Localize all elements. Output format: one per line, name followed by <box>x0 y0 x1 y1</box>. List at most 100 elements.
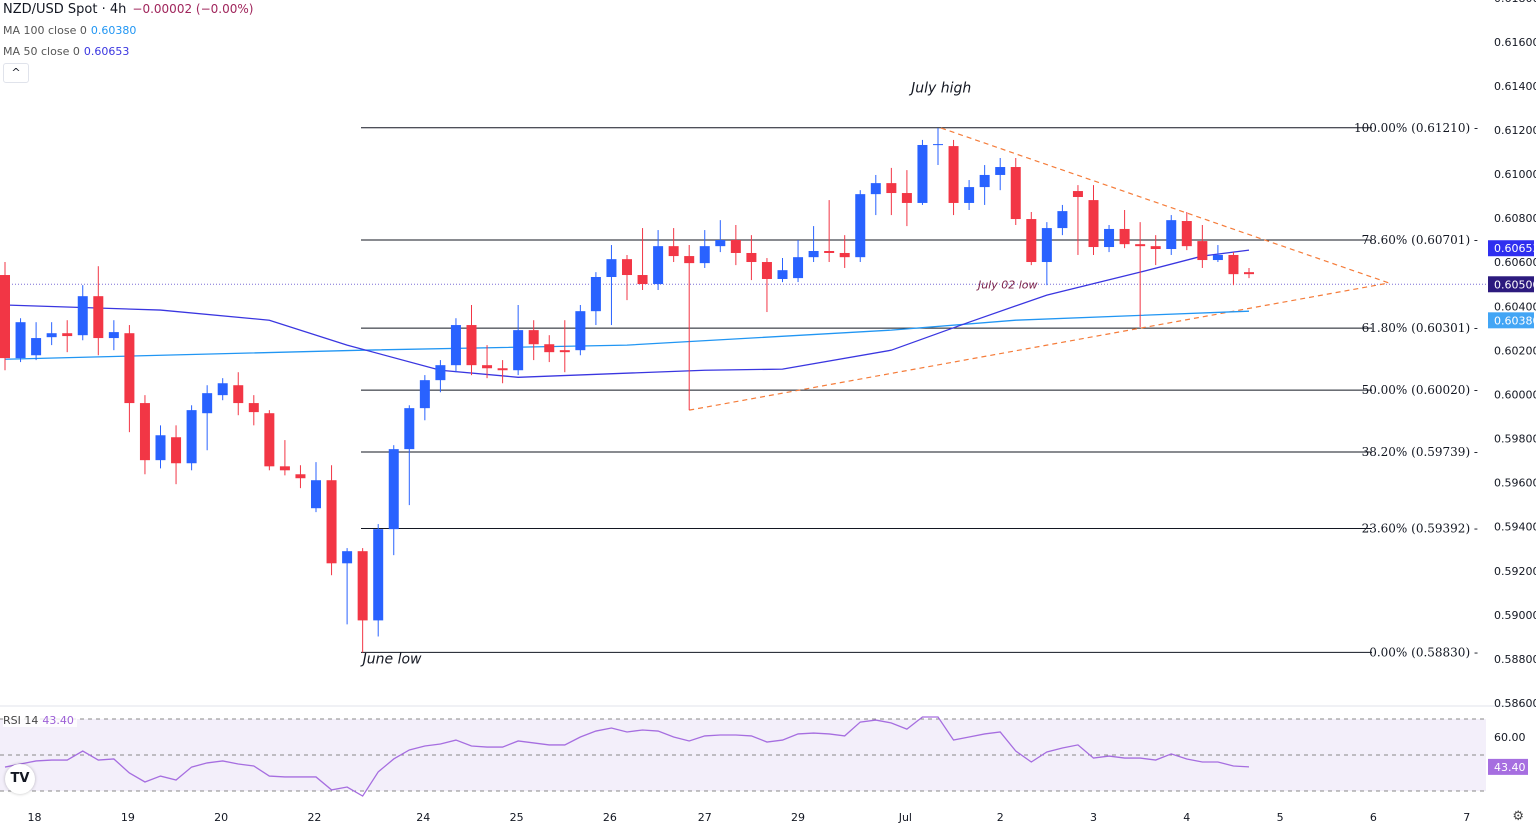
candle-body <box>575 311 586 351</box>
candle-body <box>1119 228 1130 245</box>
candle-body <box>202 393 213 414</box>
candle-body <box>342 551 353 564</box>
candle-body <box>1072 191 1083 198</box>
candle-body <box>964 187 975 203</box>
ma50-value: 0.60653 <box>83 45 130 58</box>
candle-body <box>93 296 104 339</box>
triangle-trendline <box>940 127 1390 284</box>
candle-body <box>419 380 430 409</box>
price-badge <box>1488 240 1534 257</box>
candle-body <box>1057 211 1068 229</box>
time-axis-label: 26 <box>603 811 617 824</box>
price-axis-label: 0.60000 <box>1494 388 1536 401</box>
candle-body <box>793 257 804 279</box>
candle-body <box>855 194 866 258</box>
candle-body <box>544 344 555 353</box>
collapse-legend-button[interactable]: ^ <box>3 63 29 83</box>
candle-body <box>839 252 850 258</box>
candle-body <box>1166 220 1177 250</box>
price-axis-label: 0.61200 <box>1494 124 1536 137</box>
candle-body <box>388 449 399 530</box>
candle-body <box>979 174 990 188</box>
triangle-trendline <box>689 282 1390 411</box>
candle-body <box>886 183 897 194</box>
tradingview-logo[interactable]: TV <box>5 764 35 794</box>
price-badge-label: 0.60653 <box>1494 242 1536 255</box>
time-axis-label: 2 <box>997 811 1004 824</box>
price-axis-label: 0.59400 <box>1494 521 1536 534</box>
time-axis-label: 6 <box>1370 811 1377 824</box>
time-axis-label: 7 <box>1463 811 1470 824</box>
price-badge <box>1488 312 1534 329</box>
price-axis-label: 0.61400 <box>1494 80 1536 93</box>
chart-annotation: July 02 low <box>976 279 1038 292</box>
symbol-title[interactable]: NZD/USD Spot · 4h <box>3 2 127 17</box>
candle-body <box>311 480 321 509</box>
candle-body <box>155 435 166 461</box>
candle-body <box>668 246 679 257</box>
rsi-legend: RSI 14 43.40 <box>3 714 77 727</box>
candle-body <box>1088 200 1099 248</box>
candle-body <box>606 259 617 278</box>
price-axis-label: 0.58800 <box>1494 653 1536 666</box>
chart-annotation: June low <box>360 651 422 667</box>
gear-icon[interactable]: ⚙ <box>1512 809 1524 824</box>
candle-body <box>699 246 710 264</box>
candle-body <box>513 330 524 371</box>
candle-body <box>482 365 493 369</box>
candle-body <box>1010 167 1021 220</box>
fib-level-label: 50.00% (0.60020) - <box>1362 383 1478 397</box>
price-axis-label: 0.60600 <box>1494 256 1536 269</box>
candle-body <box>108 332 119 339</box>
ma100-label[interactable]: MA 100 close 0 <box>3 24 87 37</box>
candle-body <box>217 383 228 396</box>
candle-body <box>948 146 959 203</box>
rsi-axis-label: 60.00 <box>1494 731 1526 744</box>
candle-body <box>995 167 1006 175</box>
fib-level-label: 78.60% (0.60701) - <box>1362 233 1478 247</box>
candle-body <box>590 277 601 312</box>
candle-body <box>77 296 88 336</box>
time-axis-label: 3 <box>1090 811 1097 824</box>
chevron-up-icon: ^ <box>11 66 21 79</box>
rsi-label[interactable]: RSI 14 <box>3 714 39 727</box>
rsi-line <box>4 716 1250 797</box>
candle-body <box>901 193 912 203</box>
ma50-label[interactable]: MA 50 close 0 <box>3 45 80 58</box>
candle-body <box>1197 241 1208 261</box>
ma50-line <box>4 249 1250 378</box>
fib-level-label: 0.00% (0.58830) - <box>1369 645 1478 659</box>
price-axis-label: 0.60800 <box>1494 212 1536 225</box>
price-axis-label: 0.59000 <box>1494 609 1536 622</box>
rsi-badge-label: 43.40 <box>1494 761 1526 774</box>
time-axis-label: 20 <box>214 811 228 824</box>
candle-body <box>450 325 461 366</box>
candle-body <box>15 322 26 359</box>
candle-body <box>1181 221 1192 247</box>
candle-body <box>1135 244 1146 247</box>
fib-level-label: 61.80% (0.60301) - <box>1362 321 1478 335</box>
time-axis-label: 5 <box>1277 811 1284 824</box>
time-axis-label: 18 <box>28 811 42 824</box>
candle-body <box>357 551 368 621</box>
candle-body <box>746 252 757 263</box>
candle-body <box>559 350 570 353</box>
candle-body <box>684 256 695 264</box>
candle-body <box>824 250 835 253</box>
candle-body <box>730 239 741 253</box>
price-axis-label: 0.60400 <box>1494 300 1536 313</box>
rsi-band <box>0 719 1486 791</box>
price-axis-label: 0.59600 <box>1494 477 1536 490</box>
time-axis-label: 27 <box>698 811 712 824</box>
ma100-line <box>4 310 1250 360</box>
candle-body <box>777 270 788 279</box>
candle-body <box>637 275 648 285</box>
candle-body <box>917 144 928 203</box>
candle-body <box>124 333 135 404</box>
ma100-value: 0.60380 <box>90 24 137 37</box>
candle-body <box>466 325 477 366</box>
fib-level-label: 100.00% (0.61210) - <box>1354 121 1478 135</box>
time-axis-label: Jul <box>898 811 912 824</box>
price-badge-label: 0.60500 <box>1494 278 1536 291</box>
